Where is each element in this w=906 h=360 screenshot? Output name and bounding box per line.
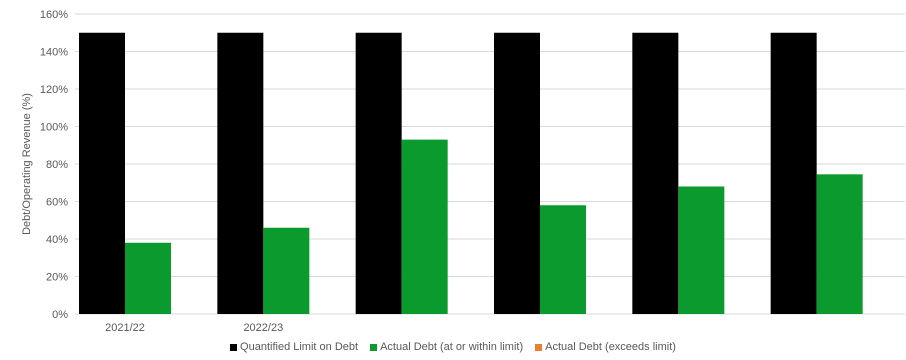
legend-label: Quantified Limit on Debt <box>240 341 359 353</box>
y-tick-labels: 0% 20% 40% 60% 80% 100% 120% 140% 160% <box>40 9 68 321</box>
bar-actual-debt-at-or-within-limit <box>816 174 863 314</box>
y-tick-label: 160% <box>40 9 68 21</box>
y-tick-label: 60% <box>46 197 68 209</box>
y-tick-label: 40% <box>46 234 68 246</box>
y-tick-label: 20% <box>46 272 68 284</box>
bar-actual-debt-at-or-within-limit <box>540 205 586 314</box>
bar-quantified-limit-on-debt <box>632 32 679 314</box>
y-tick-label: 100% <box>40 122 68 134</box>
y-tick-label: 80% <box>46 159 68 171</box>
bar-quantified-limit-on-debt <box>355 32 402 314</box>
legend-label: Actual Debt (at or within limit) <box>380 341 524 353</box>
bar-quantified-limit-on-debt <box>217 32 264 314</box>
bar-quantified-limit-on-debt <box>79 32 125 314</box>
bar-marks <box>79 32 863 314</box>
y-tick-label: 120% <box>40 84 68 96</box>
legend-swatch <box>230 343 238 351</box>
x-tick-label: 2022/23 <box>243 322 283 334</box>
bar-actual-debt-at-or-within-limit <box>125 242 171 314</box>
bar-actual-debt-at-or-within-limit <box>401 139 448 314</box>
chart-area: 0%20%40%60%80%100%120%140%160% 2021/22 20… <box>21 9 905 334</box>
legend-item: Quantified Limit on Debt <box>230 341 358 353</box>
y-axis-title: Debt/Operating Revenue (%) <box>21 93 33 235</box>
x-tick-labels: 2021/22 2022/23 <box>105 322 283 334</box>
x-tick-label: 2021/22 <box>105 322 145 334</box>
legend-item: Actual Debt (at or within limit) <box>370 341 523 353</box>
y-tick-label: 0% <box>52 309 68 321</box>
legend-swatch <box>370 343 378 351</box>
y-tick-label: 140% <box>40 47 68 59</box>
bar-actual-debt-at-or-within-limit <box>263 227 310 314</box>
legend-item: Actual Debt (exceeds limit) <box>535 341 676 353</box>
legend-swatch <box>535 343 543 351</box>
bar-actual-debt-at-or-within-limit <box>678 186 725 314</box>
legend-label: Actual Debt (exceeds limit) <box>545 341 676 353</box>
legend: Quantified Limit on Debt Actual Debt (at … <box>0 341 906 353</box>
gridlines <box>75 13 905 315</box>
bar-quantified-limit-on-debt <box>770 32 817 314</box>
bar-quantified-limit-on-debt <box>494 32 540 314</box>
